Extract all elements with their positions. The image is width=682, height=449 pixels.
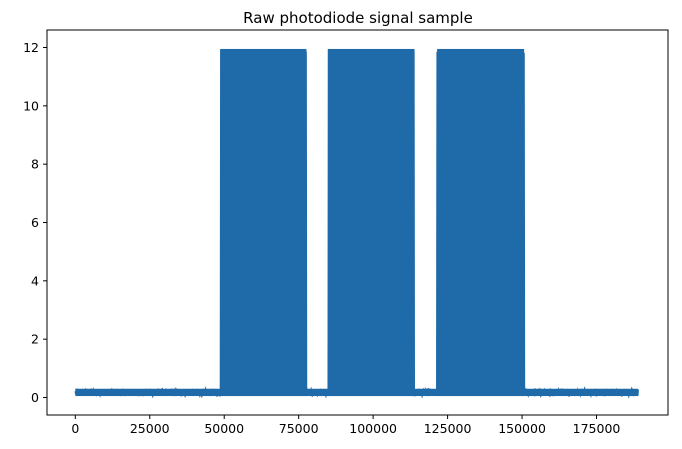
x-tick-label: 100000	[349, 421, 397, 436]
signal-burst-1	[220, 48, 307, 397]
y-tick-label: 4	[31, 273, 39, 288]
signal-burst-2	[327, 48, 415, 397]
x-tick-label: 125000	[424, 421, 472, 436]
x-tick-label: 75000	[279, 421, 319, 436]
x-tick-label: 175000	[573, 421, 621, 436]
y-tick-label: 10	[23, 98, 39, 113]
signal-burst-3	[437, 48, 525, 397]
y-tick-label: 2	[31, 332, 39, 347]
signal-baseline	[75, 388, 639, 397]
y-tick-label: 0	[31, 390, 39, 405]
x-tick-label: 150000	[498, 421, 546, 436]
x-axis: 0 25000 50000 75000 100000 125000 150000 175000	[71, 415, 620, 436]
y-axis: 0 2 4 6 8 10 12	[23, 40, 47, 405]
x-tick-label: 25000	[130, 421, 170, 436]
plot-data	[74, 48, 639, 399]
y-tick-label: 6	[31, 215, 39, 230]
chart-title: Raw photodiode signal sample	[243, 9, 473, 27]
y-tick-label: 12	[23, 40, 39, 55]
y-tick-label: 8	[31, 157, 39, 172]
x-tick-label: 0	[71, 421, 79, 436]
x-tick-label: 50000	[204, 421, 244, 436]
